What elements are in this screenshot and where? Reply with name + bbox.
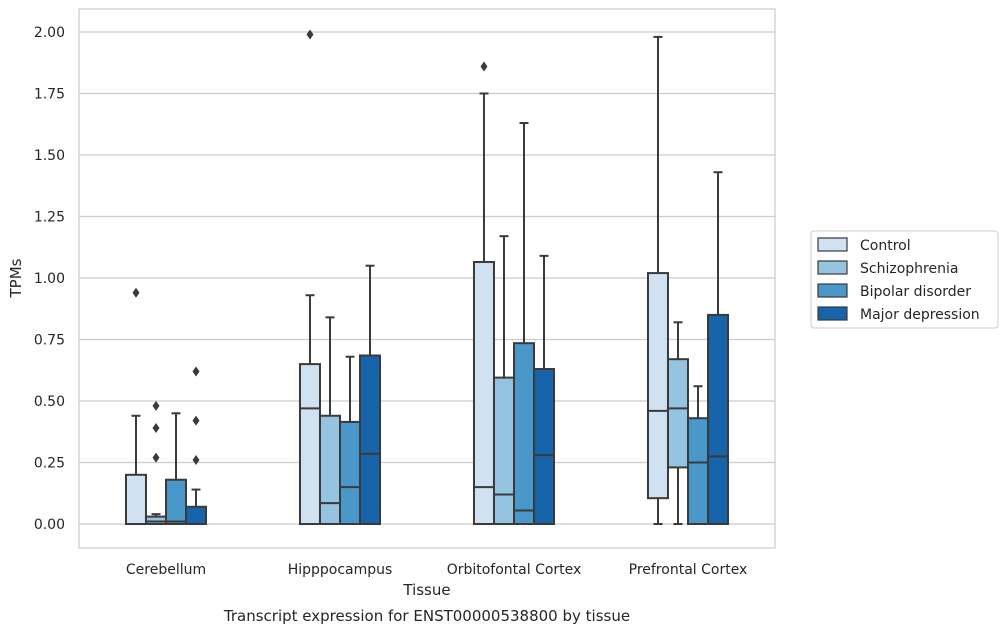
box-iqr bbox=[185, 505, 208, 525]
box-iqr bbox=[687, 417, 710, 525]
box-iqr bbox=[492, 376, 515, 525]
y-tick-label: 0.00 bbox=[34, 517, 65, 533]
box-3-1 bbox=[666, 321, 689, 525]
box-3-0 bbox=[646, 35, 669, 525]
box-iqr bbox=[165, 478, 188, 525]
legend-swatch bbox=[817, 260, 848, 275]
box-iqr bbox=[144, 515, 168, 525]
plot-frame bbox=[78, 8, 776, 549]
box-1-0 bbox=[298, 29, 321, 525]
y-tick-label: 1.50 bbox=[34, 148, 65, 164]
y-axis-label: TPMs bbox=[7, 258, 25, 298]
x-tick-labels: Cerebellum Hipppocampus Orbitofontal Corte… bbox=[126, 562, 747, 578]
y-tick-label: 0.50 bbox=[34, 394, 65, 410]
legend-label: Schizophrenia bbox=[860, 261, 958, 277]
outlier-point bbox=[152, 423, 160, 434]
box-1-2 bbox=[339, 355, 362, 525]
box-iqr bbox=[707, 313, 730, 525]
y-tick-label: 0.75 bbox=[34, 333, 65, 349]
chart-caption: Transcript expression for ENST0000053880… bbox=[223, 607, 630, 625]
box-2-3 bbox=[533, 254, 556, 525]
box-iqr bbox=[359, 354, 382, 525]
y-tick-label: 0.25 bbox=[34, 456, 65, 472]
legend-swatch bbox=[817, 306, 848, 321]
box-iqr bbox=[298, 363, 321, 525]
box-iqr bbox=[472, 261, 495, 525]
box-iqr bbox=[124, 473, 147, 525]
box-0-2 bbox=[165, 412, 188, 525]
box-0-0 bbox=[124, 287, 147, 525]
legend: Control Schizophrenia Bipolar disorder Majo… bbox=[810, 230, 999, 329]
legend-frame bbox=[810, 230, 999, 329]
box-3-3 bbox=[707, 171, 730, 525]
box-iqr bbox=[646, 272, 669, 500]
legend-swatch bbox=[817, 237, 848, 252]
legend-label: Bipolar disorder bbox=[860, 284, 971, 300]
outlier-point bbox=[132, 287, 140, 298]
y-tick-labels: 0.00 0.25 0.50 0.75 1.00 1.25 1.50 1.75 2.00 bbox=[34, 25, 65, 533]
box-0-3 bbox=[185, 366, 208, 525]
box-0-1 bbox=[144, 400, 168, 525]
outlier-point bbox=[192, 366, 200, 377]
box-2-2 bbox=[513, 122, 536, 525]
x-tick-label: Prefrontal Cortex bbox=[629, 562, 748, 578]
x-tick-label: Hipppocampus bbox=[288, 562, 393, 578]
outlier-point bbox=[192, 455, 200, 466]
outlier-point bbox=[152, 452, 160, 463]
x-tick-label: Cerebellum bbox=[126, 562, 206, 578]
legend-swatch bbox=[817, 283, 848, 298]
outlier-point bbox=[192, 415, 200, 426]
outlier-point bbox=[480, 61, 488, 72]
box-iqr bbox=[533, 368, 556, 525]
legend-label: Major depression bbox=[860, 307, 980, 323]
y-tick-label: 1.00 bbox=[34, 271, 65, 287]
y-tick-label: 1.25 bbox=[34, 210, 65, 226]
outlier-point bbox=[152, 400, 160, 411]
box-iqr bbox=[318, 414, 341, 526]
x-axis-label: Tissue bbox=[402, 581, 450, 599]
x-tick-label: Orbitofontal Cortex bbox=[447, 562, 582, 578]
y-tick-label: 1.75 bbox=[34, 87, 65, 103]
legend-label: Control bbox=[860, 238, 911, 254]
box-iqr bbox=[513, 342, 536, 525]
outlier-point bbox=[306, 29, 314, 40]
y-tick-label: 2.00 bbox=[34, 25, 65, 41]
box-iqr bbox=[666, 358, 689, 469]
box-1-3 bbox=[359, 264, 382, 525]
box-iqr bbox=[339, 420, 362, 525]
boxes-layer bbox=[124, 29, 730, 526]
